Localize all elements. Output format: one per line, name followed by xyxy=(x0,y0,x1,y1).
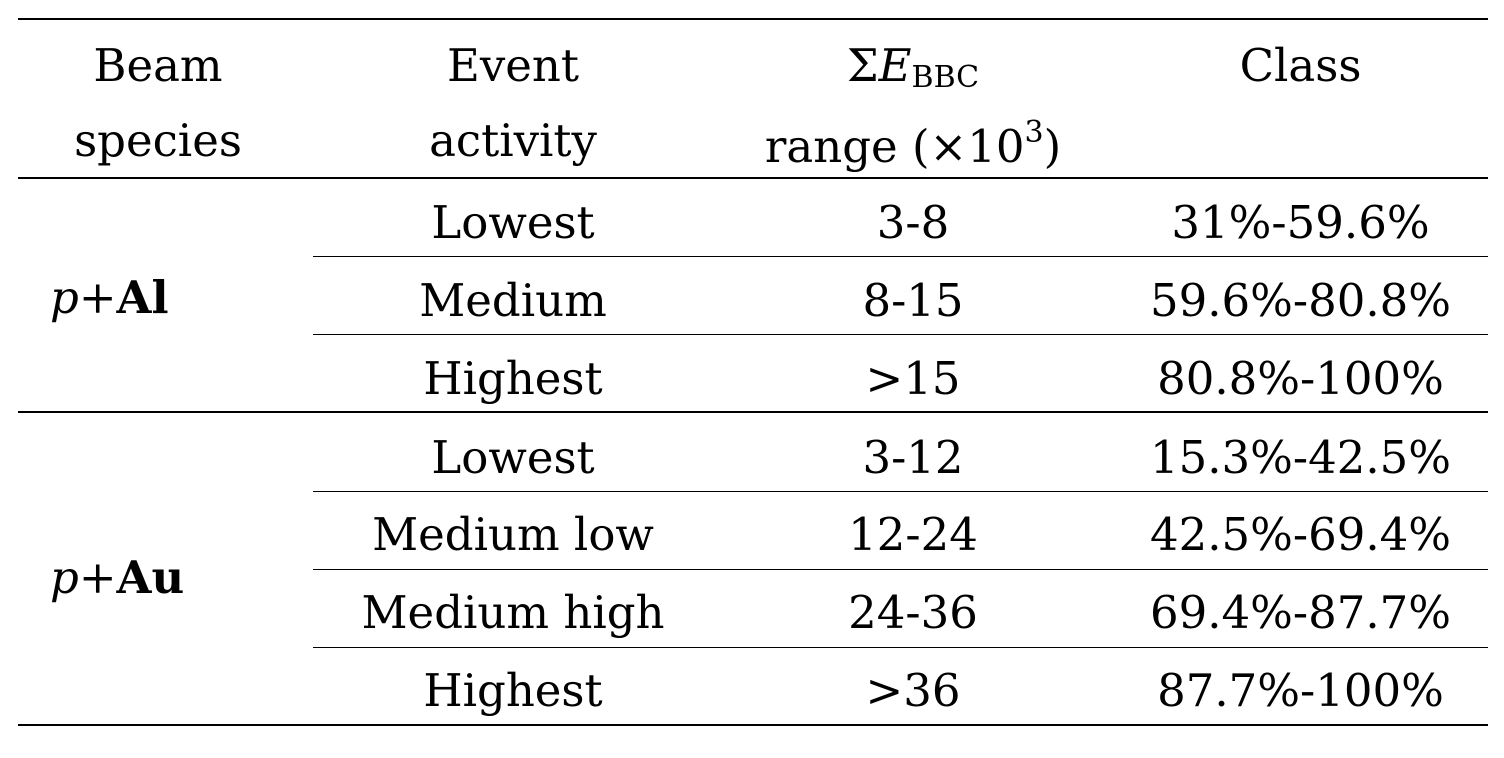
species-plus: + xyxy=(78,271,117,324)
energy-symbol: E xyxy=(878,39,912,92)
table-cell: 15.3%-42.5% xyxy=(1149,431,1452,484)
species-plus: + xyxy=(78,551,117,604)
species-target: Al xyxy=(116,271,169,324)
table-cell: 31%-59.6% xyxy=(1171,196,1430,249)
bottom-rule xyxy=(18,724,1488,726)
header-rule xyxy=(18,177,1488,179)
row-rule xyxy=(313,256,1488,257)
table-cell: 12-24 xyxy=(848,508,978,561)
header-energy-line1: ΣEBBC xyxy=(713,43,1113,93)
row-rule xyxy=(313,491,1488,492)
table-cell: 69.4%-87.7% xyxy=(1149,586,1452,639)
header-event-line2: activity xyxy=(429,114,597,167)
range-close: ) xyxy=(1043,120,1062,173)
table-cell: >36 xyxy=(865,664,961,717)
table-cell: 8-15 xyxy=(862,274,964,327)
table-cell: 59.6%-80.8% xyxy=(1149,274,1452,327)
table-cell: Lowest xyxy=(431,431,595,484)
table-cell: 3-12 xyxy=(862,431,964,484)
row-rule xyxy=(313,334,1488,335)
table-cell: 80.8%-100% xyxy=(1157,352,1444,405)
row-rule xyxy=(313,647,1488,648)
table-cell: 42.5%-69.4% xyxy=(1149,508,1452,561)
table-cell: Highest xyxy=(423,664,603,717)
table-cell: Medium low xyxy=(372,508,654,561)
table-cell: 3-8 xyxy=(876,196,950,249)
species-projectile: p xyxy=(50,551,79,604)
table-cell: Lowest xyxy=(431,196,595,249)
header-class: Class xyxy=(1239,39,1362,92)
table-cell: Medium xyxy=(419,274,607,327)
species-target: Au xyxy=(116,551,185,604)
table-cell: 24-36 xyxy=(848,586,978,639)
species-projectile: p xyxy=(50,271,79,324)
group-rule xyxy=(18,411,1488,413)
species-p-al: p+Al xyxy=(50,275,169,320)
range-exponent: 3 xyxy=(1024,115,1044,150)
header-beam-line2: species xyxy=(74,114,242,167)
range-label: range (×10 xyxy=(764,120,1025,173)
header-energy-line2: range (×103) xyxy=(713,115,1113,170)
header-beam-line1: Beam xyxy=(93,39,223,92)
table-cell: 87.7%-100% xyxy=(1157,664,1444,717)
header-event-line1: Event xyxy=(447,39,579,92)
energy-subscript: BBC xyxy=(911,60,980,95)
table-cell: >15 xyxy=(865,352,961,405)
species-p-au: p+Au xyxy=(50,555,184,600)
table-cell: Highest xyxy=(423,352,603,405)
row-rule xyxy=(313,569,1488,570)
sigma-symbol: Σ xyxy=(846,39,879,92)
table-cell: Medium high xyxy=(361,586,665,639)
top-rule xyxy=(18,18,1488,20)
